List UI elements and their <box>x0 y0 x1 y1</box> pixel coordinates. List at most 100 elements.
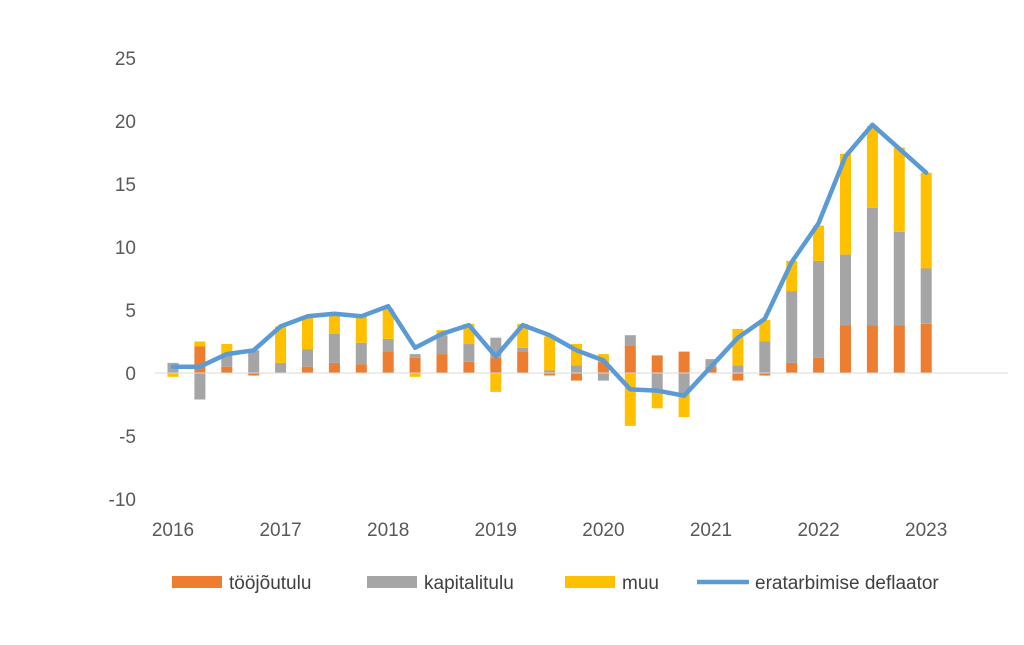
bar-kapitalitulu-22 <box>759 341 771 373</box>
bar-muu-11 <box>463 323 475 345</box>
legend-swatch <box>172 576 222 588</box>
legend-label: muu <box>622 573 659 594</box>
x-tick-label: 2023 <box>905 520 947 541</box>
bar-kapitalitulu-16 <box>597 373 609 381</box>
bar-muu-28 <box>920 172 932 269</box>
bar-kapitalitulu-12 <box>490 337 502 358</box>
legend-label: tööjõutulu <box>229 573 311 594</box>
bar-kapitalitulu-17 <box>624 335 636 346</box>
bar-muu-25 <box>840 153 851 255</box>
bar-muu-5 <box>302 317 313 350</box>
bar-tööjõutulu-17 <box>624 345 636 373</box>
bar-kapitalitulu-4 <box>275 362 287 373</box>
bar-tööjõutulu-19 <box>678 351 690 373</box>
bar-kapitalitulu-13 <box>517 347 529 352</box>
bar-tööjõutulu-22 <box>759 373 771 376</box>
bar-tööjõutulu-8 <box>382 351 394 373</box>
bar-muu-23 <box>786 260 798 292</box>
bar-tööjõutulu-25 <box>840 325 851 373</box>
bar-tööjõutulu-3 <box>248 373 260 376</box>
bar-tööjõutulu-5 <box>302 366 313 373</box>
y-tick-label: 25 <box>115 49 136 70</box>
bar-muu-9 <box>409 373 421 377</box>
x-tick-label: 2019 <box>475 520 517 541</box>
x-tick-label: 2022 <box>797 520 839 541</box>
bar-kapitalitulu-19 <box>678 373 690 394</box>
bar-muu-8 <box>382 308 394 339</box>
legend-item-kapitalitulu: kapitalitulu <box>367 573 514 594</box>
bar-tööjõutulu-11 <box>463 361 475 373</box>
bar-muu-4 <box>275 326 287 363</box>
x-axis-ticks: 2016 2017 2018 2019 2020 2021 2022 2023 <box>152 520 947 541</box>
bar-muu-13 <box>517 323 529 348</box>
line-eratarbimise-deflaator <box>170 122 929 398</box>
bar-tööjõutulu-21 <box>732 373 744 381</box>
bar-kapitalitulu-2 <box>221 354 233 367</box>
legend-label: kapitalitulu <box>424 573 514 594</box>
legend-swatch <box>367 576 417 588</box>
bar-tööjõutulu-10 <box>436 354 448 373</box>
bar-tööjõutulu-24 <box>813 357 825 373</box>
bar-kapitalitulu-26 <box>866 207 878 326</box>
y-tick-label: 20 <box>115 112 136 133</box>
x-tick-label: 2018 <box>367 520 409 541</box>
bar-tööjõutulu-6 <box>328 362 340 373</box>
bar-muu-7 <box>355 316 367 343</box>
bar-muu-12 <box>490 373 502 392</box>
x-tick-label: 2016 <box>152 520 194 541</box>
legend-item-tööjõutulu: tööjõutulu <box>172 573 311 594</box>
y-tick-label: 15 <box>115 175 136 196</box>
bar-kapitalitulu-1 <box>194 373 206 400</box>
y-tick-label: 10 <box>115 238 136 259</box>
bar-muu-26 <box>866 126 878 208</box>
bar-kapitalitulu-6 <box>328 333 340 363</box>
bars-layer <box>167 126 932 426</box>
bar-tööjõutulu-18 <box>651 355 663 373</box>
bar-kapitalitulu-18 <box>651 373 663 392</box>
bar-tööjõutulu-7 <box>355 364 367 373</box>
bar-kapitalitulu-3 <box>248 350 260 373</box>
bar-muu-2 <box>221 344 233 355</box>
bar-kapitalitulu-23 <box>786 291 798 363</box>
bar-muu-0 <box>167 373 179 377</box>
y-tick-label: 0 <box>125 364 136 385</box>
bar-tööjõutulu-9 <box>409 357 421 373</box>
bar-kapitalitulu-10 <box>436 335 448 355</box>
legend-item-muu: muu <box>565 573 659 594</box>
y-tick-label: 5 <box>125 301 136 322</box>
bar-kapitalitulu-11 <box>463 344 475 362</box>
bar-tööjõutulu-12 <box>490 357 502 373</box>
x-tick-label: 2017 <box>259 520 301 541</box>
bar-muu-16 <box>597 354 609 362</box>
bar-muu-24 <box>813 225 825 261</box>
bar-kapitalitulu-8 <box>382 339 394 352</box>
bar-muu-22 <box>759 320 771 342</box>
bar-tööjõutulu-15 <box>571 373 582 381</box>
bar-tööjõutulu-16 <box>597 361 609 373</box>
bar-kapitalitulu-14 <box>544 370 556 373</box>
bar-tööjõutulu-23 <box>786 362 798 373</box>
legend-item-eratarbimise-deflaator: eratarbimise deflaator <box>697 573 939 594</box>
bar-kapitalitulu-21 <box>732 365 744 373</box>
bar-kapitalitulu-7 <box>355 342 367 365</box>
y-tick-label: -10 <box>109 490 136 511</box>
bar-tööjõutulu-26 <box>866 325 878 373</box>
bar-kapitalitulu-9 <box>409 354 421 358</box>
legend-swatch <box>565 576 615 588</box>
legend-label: eratarbimise deflaator <box>755 573 939 594</box>
bar-kapitalitulu-27 <box>893 231 905 326</box>
bar-kapitalitulu-5 <box>302 349 313 367</box>
bar-muu-15 <box>571 344 582 366</box>
bar-muu-14 <box>544 336 556 371</box>
legend: tööjõutulu kapitalitulu muu eratarbimise de… <box>172 573 939 594</box>
bar-muu-1 <box>194 341 206 347</box>
bar-muu-27 <box>893 147 905 232</box>
bar-kapitalitulu-28 <box>920 268 932 324</box>
bar-tööjõutulu-14 <box>544 373 556 376</box>
bar-kapitalitulu-20 <box>705 359 717 367</box>
bar-tööjõutulu-1 <box>194 346 206 373</box>
y-axis-ticks: 25 20 15 10 5 0 -5 -10 <box>109 49 136 511</box>
bar-tööjõutulu-13 <box>517 351 529 373</box>
